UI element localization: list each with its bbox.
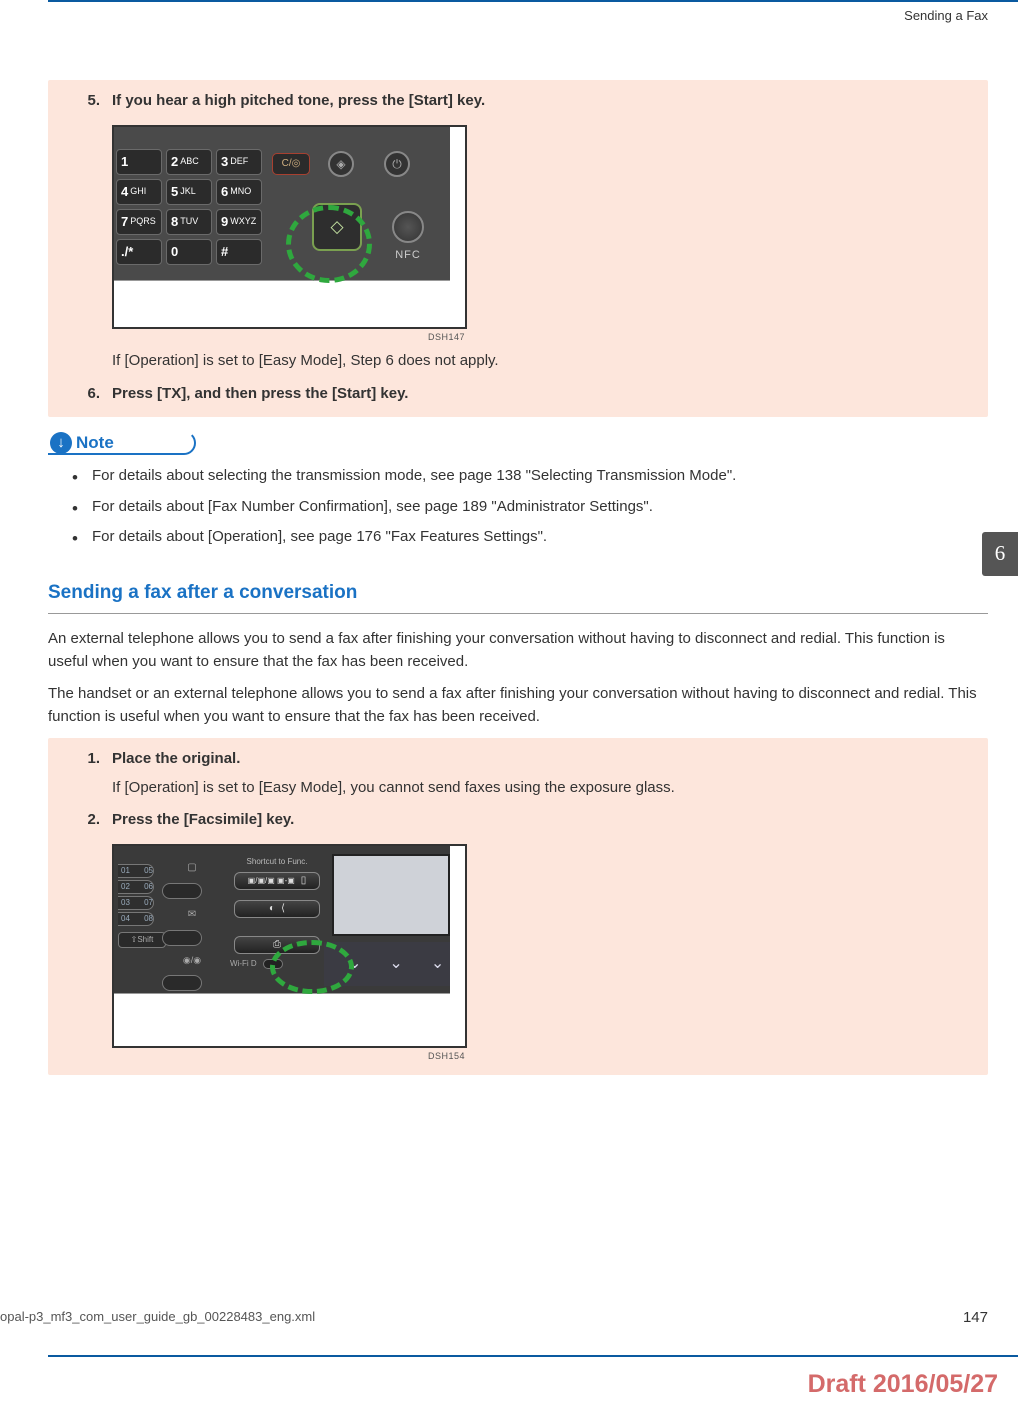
bottom-rule [48, 1355, 1018, 1357]
shortcut-header: Shortcut to Func. [234, 856, 320, 868]
section-rule [48, 613, 988, 614]
figure-1: 1 2ABC 3DEF 4GHI 5JKL 6MNO [112, 125, 467, 345]
note-label: Note [76, 430, 194, 456]
key-0: 0 [166, 239, 212, 265]
quickdial: 01 05 [118, 864, 154, 878]
draft-stamp: Draft 2016/05/27 [808, 1366, 998, 1404]
section-heading: Sending a fax after a conversation [48, 579, 988, 608]
shortcut-button: ◐⟨ [234, 900, 320, 918]
step-number: 1. [70, 748, 100, 771]
key-3: 3DEF [216, 149, 262, 175]
step-2: 2. Press the [Facsimile] key. 01 05 02 0… [70, 809, 966, 1063]
step-number: 2. [70, 809, 100, 832]
shortcut-button: ▣/▣/▣ ▣-▣▯ [234, 872, 320, 890]
step-1-note: If [Operation] is set to [Easy Mode], yo… [112, 777, 966, 800]
step-text: Press the [Facsimile] key. [112, 811, 294, 828]
key-5: 5JKL [166, 179, 212, 205]
mode-button [162, 930, 202, 946]
note-list: For details about selecting the transmis… [72, 465, 988, 549]
section-para-1: An external telephone allows you to send… [48, 628, 988, 673]
step-number: 5. [70, 90, 100, 113]
mode-button [162, 975, 202, 991]
down-arrow-icon: ⌄ [389, 952, 402, 976]
highlight-ring-1 [286, 205, 372, 283]
note-bullet: For details about [Operation], see page … [72, 526, 988, 549]
step-text: If you hear a high pitched tone, press t… [112, 92, 485, 109]
lcd-screen [332, 854, 450, 936]
page-number: 147 [963, 1307, 988, 1330]
quickdial: 03 07 [118, 896, 154, 910]
clear-button: C/◎ [272, 153, 310, 175]
mode-buttons: ▢ ✉ ◉/◉ [162, 860, 222, 1000]
down-arrow-icon: ⌄ [431, 952, 444, 976]
settings-button: ◈ [328, 151, 354, 177]
note-bullet: For details about [Fax Number Confirmati… [72, 496, 988, 519]
step-6: 6. Press [TX], and then press the [Start… [70, 383, 966, 406]
key-2: 2ABC [166, 149, 212, 175]
running-head: Sending a Fax [904, 6, 988, 26]
step-1: 1. Place the original. If [Operation] is… [70, 748, 966, 799]
key-7: 7PQRS [116, 209, 162, 235]
step-5: 5. If you hear a high pitched tone, pres… [70, 90, 966, 373]
quickdial-column: 01 05 02 06 03 07 04 08 ⇧Shift [118, 864, 154, 948]
step-5-note: If [Operation] is set to [Easy Mode], St… [112, 350, 966, 373]
section-para-2: The handset or an external telephone all… [48, 683, 988, 728]
key-6: 6MNO [216, 179, 262, 205]
quickdial: 02 06 [118, 880, 154, 894]
keypad: 1 2ABC 3DEF 4GHI 5JKL 6MNO [116, 149, 262, 269]
key-8: 8TUV [166, 209, 212, 235]
note-icon: ↓ [50, 432, 72, 454]
quickdial: 04 08 [118, 912, 154, 926]
key-4: 4GHI [116, 179, 162, 205]
note-heading: ↓ Note [48, 431, 988, 455]
step-box-1: 5. If you hear a high pitched tone, pres… [48, 80, 988, 417]
nfc-area: NFC [392, 211, 424, 264]
key-hash: # [216, 239, 262, 265]
figure-1-caption: DSH147 [112, 331, 465, 345]
step-text: Press [TX], and then press the [Start] k… [112, 385, 408, 402]
nfc-label: NFC [392, 247, 424, 264]
figure-2-caption: DSH154 [112, 1050, 465, 1064]
key-star: ./* [116, 239, 162, 265]
mode-button [162, 883, 202, 899]
nfc-icon [392, 211, 424, 243]
page-body: 5. If you hear a high pitched tone, pres… [48, 80, 988, 1089]
step-number: 6. [70, 383, 100, 406]
top-rule [48, 0, 1018, 2]
key-9: 9WXYZ [216, 209, 262, 235]
power-button: ⏻ [384, 151, 410, 177]
device-panel-1: 1 2ABC 3DEF 4GHI 5JKL 6MNO [114, 127, 450, 281]
source-filename: opal-p3_mf3_com_user_guide_gb_00228483_e… [0, 1307, 315, 1330]
figure-2: 01 05 02 06 03 07 04 08 ⇧Shift ▢ ✉ [112, 844, 467, 1064]
shift-key: ⇧Shift [118, 932, 166, 948]
key-1: 1 [116, 149, 162, 175]
step-text: Place the original. [112, 750, 240, 767]
footer: opal-p3_mf3_com_user_guide_gb_00228483_e… [0, 1307, 988, 1330]
note-bullet: For details about selecting the transmis… [72, 465, 988, 488]
highlight-ring-2 [270, 940, 354, 994]
step-box-2: 1. Place the original. If [Operation] is… [48, 738, 988, 1075]
